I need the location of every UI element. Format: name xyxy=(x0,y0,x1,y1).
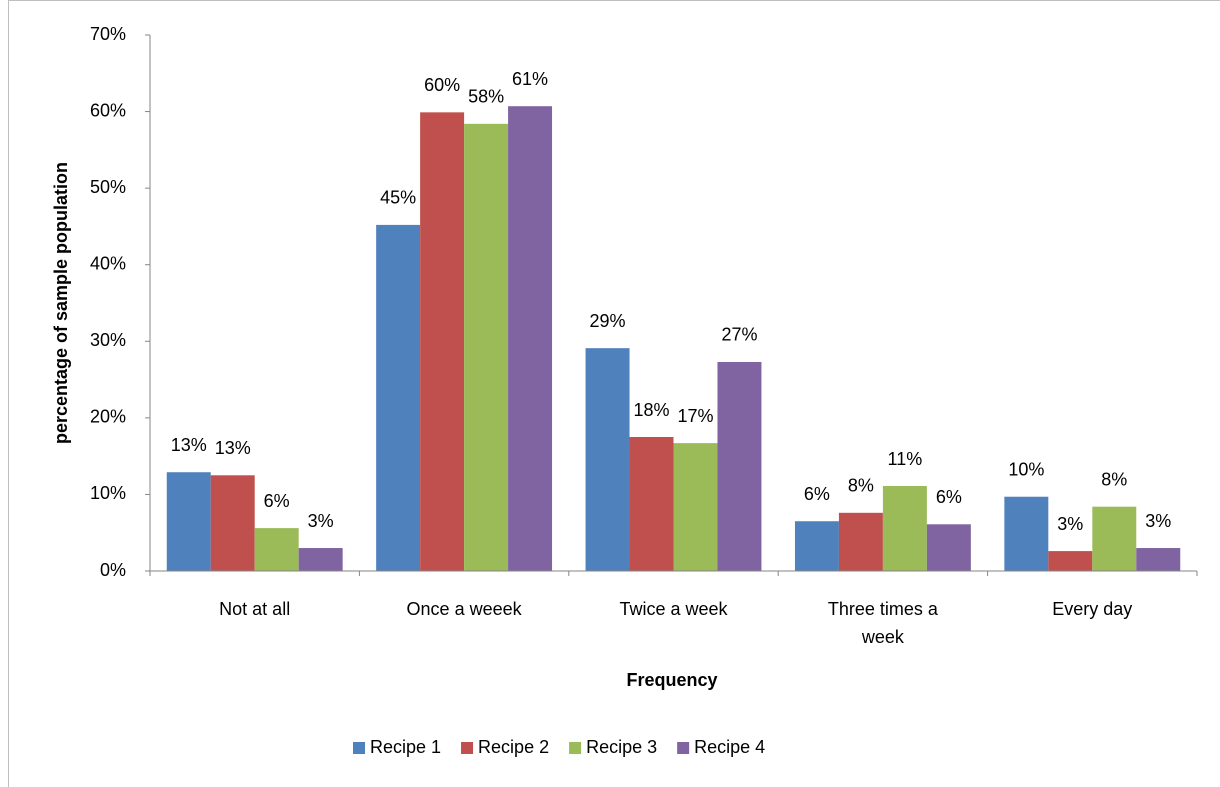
bar xyxy=(1092,506,1137,571)
data-label: 3% xyxy=(1145,511,1171,531)
chart-border xyxy=(8,0,1220,787)
y-tick-label: 30% xyxy=(90,330,126,350)
legend-label: Recipe 1 xyxy=(370,737,441,757)
y-tick-label: 60% xyxy=(90,100,126,120)
data-label: 6% xyxy=(264,491,290,511)
data-label: 60% xyxy=(424,75,460,95)
x-tick-label: Once a weeek xyxy=(406,599,522,619)
y-tick-label: 0% xyxy=(100,560,126,580)
data-label: 3% xyxy=(308,511,334,531)
legend-swatch xyxy=(677,742,690,754)
y-tick-label: 20% xyxy=(90,407,126,427)
bar xyxy=(298,548,343,571)
bar xyxy=(420,112,465,571)
bar xyxy=(585,348,630,571)
data-label: 18% xyxy=(633,400,669,420)
bar xyxy=(717,361,762,571)
data-label: 17% xyxy=(677,406,713,426)
bar xyxy=(508,106,553,571)
bar xyxy=(464,123,509,571)
data-label: 10% xyxy=(1008,459,1044,479)
bar xyxy=(1004,496,1049,571)
bar xyxy=(673,443,718,571)
bar xyxy=(1136,548,1181,571)
y-tick-label: 40% xyxy=(90,253,126,273)
bar xyxy=(629,437,674,571)
bar xyxy=(210,475,255,571)
y-axis-title: percentage of sample population xyxy=(51,162,71,444)
data-label: 45% xyxy=(380,188,416,208)
legend-label: Recipe 3 xyxy=(586,737,657,757)
data-label: 11% xyxy=(888,449,923,469)
data-label: 6% xyxy=(804,484,830,504)
bar xyxy=(882,486,927,571)
data-label: 6% xyxy=(936,487,962,507)
data-label: 13% xyxy=(215,438,251,458)
x-tick-label: Three times a week xyxy=(827,599,938,647)
legend-label: Recipe 2 xyxy=(478,737,549,757)
y-tick-label: 10% xyxy=(90,483,126,503)
data-label: 29% xyxy=(590,311,626,331)
data-label: 3% xyxy=(1057,514,1083,534)
x-tick-label: Not at all xyxy=(219,599,291,619)
bar xyxy=(794,521,839,571)
legend-swatch xyxy=(569,742,582,754)
data-label: 8% xyxy=(1101,469,1127,489)
y-tick-label: 70% xyxy=(90,24,126,44)
bar xyxy=(926,524,971,571)
data-label: 58% xyxy=(468,87,504,107)
data-label: 8% xyxy=(848,476,874,496)
y-tick-label: 50% xyxy=(90,177,126,197)
data-label: 61% xyxy=(512,69,548,89)
x-axis-title: Frequency xyxy=(626,670,717,690)
bar xyxy=(838,512,883,571)
legend-swatch xyxy=(353,742,365,754)
bar xyxy=(254,528,299,571)
x-tick-label: Every day xyxy=(1052,599,1133,619)
data-label: 27% xyxy=(721,325,757,345)
legend-swatch xyxy=(461,742,474,754)
bar xyxy=(1048,551,1093,571)
legend-label: Recipe 4 xyxy=(694,737,765,757)
bar xyxy=(166,472,211,571)
data-label: 13% xyxy=(171,435,207,455)
bar xyxy=(376,224,421,571)
x-tick-label: Twice a week xyxy=(619,599,728,619)
